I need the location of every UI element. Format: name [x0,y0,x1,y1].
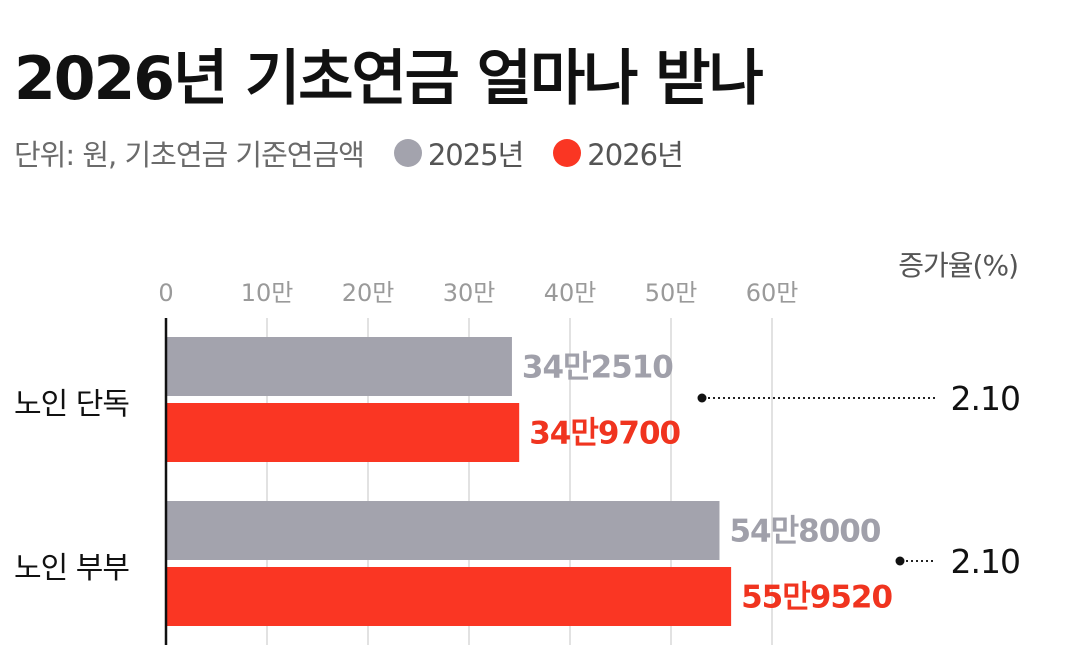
x-tick-label: 10만 [241,279,294,307]
increase-rate-value: 2.10 [951,542,1020,581]
bar-value-label: 34만9700 [529,416,680,452]
increase-rate-value: 2.10 [951,379,1020,418]
x-tick-label: 60만 [746,279,799,307]
subtitle-row: 단위: 원, 기초연금 기준연금액 2025년 2026년 [14,132,684,174]
bar-2025 [166,501,720,560]
bar-2026 [166,567,732,626]
legend-item-2026: 2026년 [553,132,684,174]
category-label: 노인 단독 [14,387,129,422]
bar-value-label: 54만8000 [729,514,880,550]
x-tick-label: 0 [158,279,173,307]
x-tick-label: 50만 [645,279,698,307]
increase-rate-header: 증가율(%) [898,249,1018,282]
bar-value-label: 55만9520 [741,580,892,616]
legend-label-2025: 2025년 [427,138,524,172]
legend-item-2025: 2025년 [393,132,524,174]
leader-dot [697,393,707,403]
leader-dot [895,556,905,566]
legend-swatch-2026 [553,139,582,167]
category-label: 노인 부부 [14,551,129,586]
legend-label-2026: 2026년 [587,138,683,172]
x-tick-label: 40만 [544,279,597,307]
bar-2025 [166,337,512,396]
chart-title: 2026년 기초연금 얼마나 받나 [14,44,764,114]
chart-subtitle: 단위: 원, 기초연금 기준연금액 [14,138,365,172]
bar-2026 [166,403,520,462]
bar-value-label: 34만2510 [522,350,673,386]
x-tick-label: 20만 [342,279,395,307]
x-tick-label: 30만 [443,279,496,307]
legend-swatch-2025 [393,139,422,167]
